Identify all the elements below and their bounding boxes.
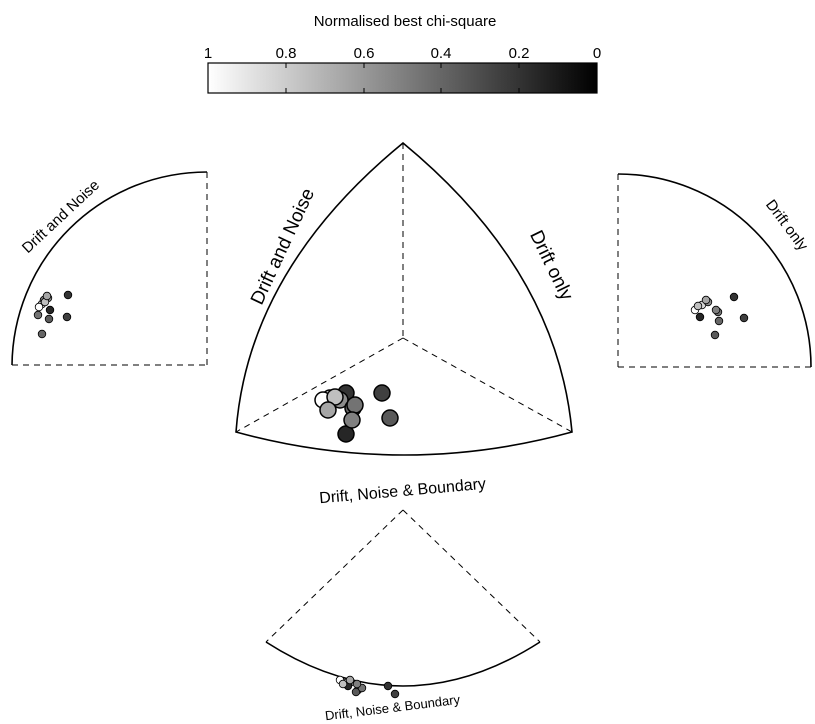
- center-marker: [373, 384, 391, 402]
- right-marker: [739, 313, 749, 323]
- right-marker: [711, 305, 721, 315]
- left-panel: Drift and Noise: [11, 171, 208, 366]
- left-marker: [37, 329, 47, 339]
- right-arc: [617, 173, 812, 368]
- colorbar-tick-1: 1: [204, 45, 212, 62]
- colorbar-tick-0.2: 0.2: [509, 45, 530, 62]
- colorbar-ticks: 1 0.8 0.6 0.4 0.2 0: [204, 45, 601, 62]
- center-marker: [346, 396, 364, 414]
- right-marker: [695, 312, 705, 322]
- right-marker: [693, 301, 703, 311]
- colorbar-tick-0.6: 0.6: [354, 45, 375, 62]
- bottom-dashed-right: [402, 509, 541, 643]
- left-marker: [45, 305, 55, 315]
- center-ternary: Drift and Noise Drift only Drift, Noise …: [235, 141, 577, 508]
- colorbar-tick-0.8: 0.8: [276, 45, 297, 62]
- bottom-panel: Drift, Noise & Boundary: [265, 509, 541, 723]
- left-marker: [33, 310, 43, 320]
- left-arc: [11, 171, 208, 366]
- bottom-marker: [352, 679, 362, 689]
- bottom-dashed-left: [265, 509, 404, 643]
- bottom-points: [335, 675, 400, 699]
- center-label-right: Drift only: [525, 227, 577, 304]
- center-label-left: Drift and Noise: [247, 185, 319, 308]
- left-marker: [44, 314, 54, 324]
- colorbar: Normalised best chi-square 1 0.8 0.6 0.4…: [204, 13, 601, 94]
- left-points: [33, 290, 73, 339]
- colorbar-tick-0.4: 0.4: [431, 45, 452, 62]
- center-marker: [343, 411, 361, 429]
- right-panel: Drift only: [617, 173, 812, 368]
- bottom-arc: [265, 641, 541, 687]
- bottom-marker: [338, 679, 348, 689]
- right-points: [690, 292, 749, 340]
- bottom-marker: [345, 675, 355, 685]
- left-marker: [63, 290, 73, 300]
- center-label-bottom: Drift, Noise & Boundary: [319, 476, 487, 508]
- colorbar-title: Normalised best chi-square: [314, 13, 497, 30]
- right-marker: [710, 330, 720, 340]
- left-panel-label: Drift and Noise: [19, 177, 103, 257]
- center-dashed-axes: [235, 143, 573, 433]
- center-marker: [319, 401, 337, 419]
- colorbar-tick-0: 0: [593, 45, 601, 62]
- colorbar-bar: [207, 62, 598, 94]
- bottom-marker: [383, 681, 393, 691]
- bottom-marker: [390, 689, 400, 699]
- bottom-marker: [351, 687, 361, 697]
- right-marker: [701, 295, 711, 305]
- center-points: [314, 384, 399, 443]
- right-marker: [729, 292, 739, 302]
- left-marker: [42, 291, 52, 301]
- right-marker: [714, 316, 724, 326]
- center-marker: [381, 409, 399, 427]
- right-panel-label: Drift only: [762, 197, 811, 255]
- left-marker: [62, 312, 72, 322]
- left-marker: [34, 302, 44, 312]
- center-outline: [235, 141, 573, 456]
